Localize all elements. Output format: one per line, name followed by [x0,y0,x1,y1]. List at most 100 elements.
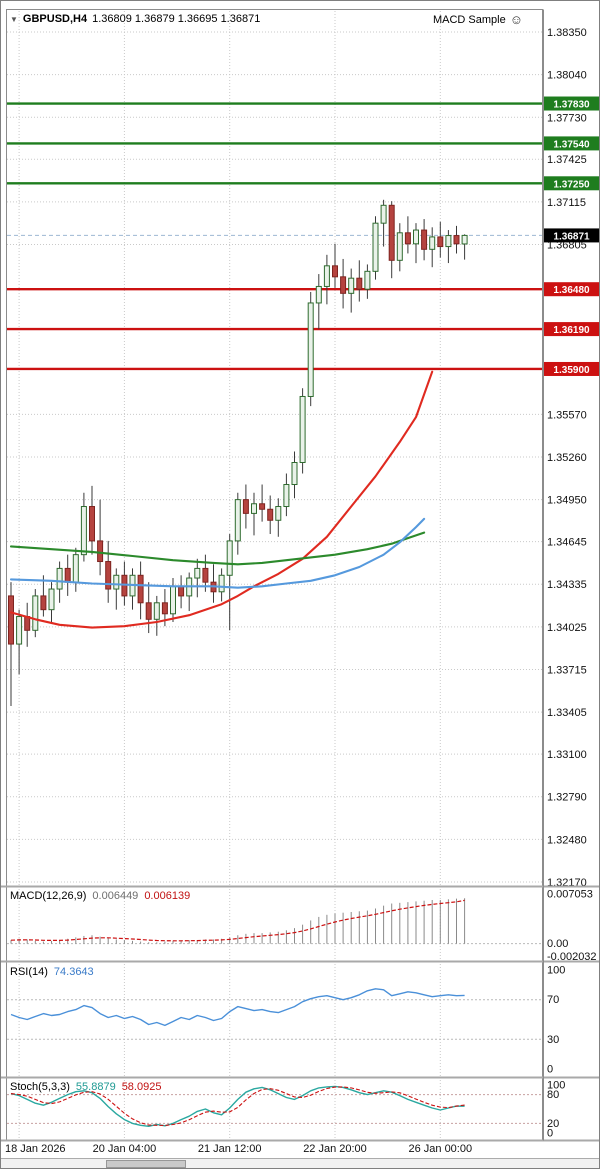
ma-line-slow-green [9,531,426,566]
candle-bull [80,506,87,556]
candle-bull [234,499,241,542]
price-level-badge [544,136,599,151]
price-tick-label: 1.34335 [547,579,587,591]
candle-bull [113,574,120,590]
current-price-badge [544,228,599,243]
candle-bear [453,235,460,245]
candle-bull [226,540,233,576]
rsi-label: RSI(14) [10,966,48,978]
candle-bear [332,265,338,278]
candle-bear [242,499,249,514]
candle-bull [291,462,298,486]
price-level-badge [544,96,599,111]
macd-tick-label: -0.002032 [547,951,597,963]
price-tick-label: 1.38350 [547,27,587,39]
price-tick-label: 1.37730 [547,112,587,124]
candle-bull [380,204,387,224]
price-tick-label: 1.32790 [547,792,587,804]
candle-bull [372,222,379,272]
price-tick-label: 1.34025 [547,622,587,634]
candle-bull [348,277,355,294]
candle-bull [194,567,201,579]
candle-bear [437,236,444,248]
macd-label: MACD(12,26,9) [10,890,87,902]
candle-bear [137,574,144,604]
candle-bull [153,602,160,620]
candle-bull [283,484,290,508]
price-tick-label: 1.32480 [547,834,587,846]
price-level-badge-text: 1.36190 [553,325,590,336]
price-tick-label: 1.33100 [547,749,587,761]
price-level-badge [544,322,599,337]
candle-bull [315,285,322,304]
price-level-badge-text: 1.36480 [553,285,590,296]
candle-bear [105,561,112,590]
candle-bull [48,588,55,611]
stoch-header: Stoch(5,3,3) 55.8879 58.0925 [10,1081,161,1093]
expert-smiley-icon[interactable]: ☺ [509,12,523,27]
candle-bear [202,567,209,583]
stoch-label: Stoch(5,3,3) [10,1081,70,1093]
candle-bull [323,265,330,287]
scrollbar-thumb[interactable] [106,1160,186,1168]
expert-name: MACD Sample [432,13,506,26]
candle-bull [56,567,63,590]
price-level-badge-text: 1.35900 [553,365,590,376]
candle-bear [404,232,411,245]
price-tick-label: 1.33715 [547,665,587,677]
macd-tick-label: 0.00 [547,938,568,950]
time-axis: 18 Jan 2026 20 Jan 04:00 21 Jan 12:00 22 Ja… [1,1142,599,1158]
candle-bear [178,585,185,597]
rsi-tick-label: 70 [547,994,559,1006]
stoch-main-value: 55.8879 [75,1081,116,1093]
stoch-signal-value: 58.0925 [121,1081,162,1093]
current-price-badge-text: 1.36871 [553,231,590,242]
price-level-badge-text: 1.37250 [553,179,590,190]
candle-bear [259,503,266,510]
candle-bull [32,595,39,631]
ma-line-fast-red [9,370,434,629]
time-label: 21 Jan 12:00 [197,1143,262,1155]
price-tick-label: 1.35260 [547,452,587,464]
candle-bear [356,277,363,290]
candle-bull [16,616,23,645]
macd-main-value: 0.006449 [92,890,139,902]
candle-bear [40,595,47,611]
candle-bear [89,506,95,542]
time-label: 26 Jan 00:00 [408,1143,473,1155]
time-label: 22 Jan 20:00 [303,1143,367,1155]
chart-menu-icon[interactable]: ▼ [10,14,18,24]
price-level-badge-text: 1.37830 [553,100,590,111]
macd-header: MACD(12,26,9) 0.006449 0.006139 [10,890,190,902]
candle-bear [340,276,347,294]
candle-bear [145,602,152,620]
candle-bull [445,235,452,248]
price-tick-label: 1.34645 [547,537,587,549]
candle-bear [388,204,395,261]
rsi-tick-label: 0 [547,1064,553,1076]
horizontal-scrollbar[interactable] [1,1158,599,1168]
price-tick-label: 1.35570 [547,409,587,421]
candle-bear [24,616,31,631]
price-tick-label: 1.36805 [547,240,587,252]
rsi-tick-label: 100 [547,965,565,977]
candle-bull [275,506,282,521]
candle-bull [429,236,436,250]
candle-bull [72,554,79,583]
price-tick-label: 1.37425 [547,154,587,166]
rsi-value: 74.3643 [53,966,94,978]
expert-advisor-label: MACD Sample ☺ [433,13,523,26]
price-level-badge-text: 1.37540 [553,139,590,150]
price-tick-label: 1.37115 [547,197,586,209]
candle-bear [8,595,14,645]
ma-line-mid-blue [9,517,426,589]
price-tick-label: 1.34950 [547,495,587,507]
candle-bull [413,229,419,245]
macd-signal-line [10,899,465,942]
price-level-badge [544,176,599,191]
candle-bear [161,602,168,615]
price-tick-label: 1.38040 [547,70,587,82]
chart-ohlc-values: 1.36809 1.36879 1.36695 1.36871 [92,13,261,25]
macd-tick-label: 0.007053 [547,889,593,901]
